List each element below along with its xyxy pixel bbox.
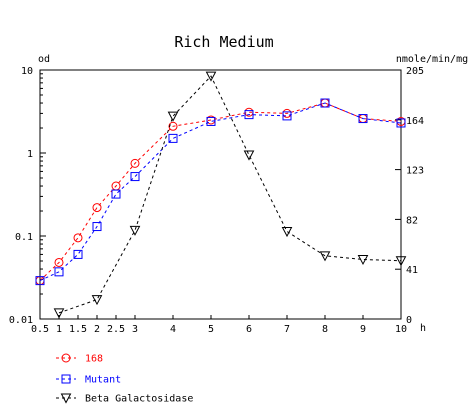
x-tick-label: 4	[170, 324, 176, 335]
legend-label: Beta Galactosidase	[85, 394, 193, 405]
data-point	[91, 295, 103, 306]
legend-label: 168	[85, 354, 103, 365]
legend-marker	[61, 374, 71, 384]
x-tick-label: 7	[284, 324, 290, 335]
data-point	[130, 172, 140, 182]
data-point	[244, 110, 254, 120]
x-tick-label: 1	[56, 324, 62, 335]
x-tick-label: 10	[395, 324, 407, 335]
data-point	[92, 222, 102, 232]
data-point	[53, 308, 65, 319]
data-point	[358, 114, 368, 124]
data-point	[205, 71, 217, 82]
legend-marker	[60, 393, 72, 404]
x-tick-label: 2.5	[107, 324, 125, 335]
data-point	[35, 276, 45, 286]
data-point	[54, 267, 64, 277]
data-point	[320, 98, 330, 108]
tick-layer: 0.5 1 1.5 2 2.5 3 4 5 6 7 8 9 100.010.11100418212316…	[9, 66, 424, 335]
y-tick-label: 1	[27, 149, 33, 160]
series-line	[39, 102, 402, 281]
x-tick-label: 5	[208, 324, 214, 335]
data-point	[281, 227, 293, 238]
data-point	[319, 251, 331, 262]
y2-tick-label: 0	[406, 315, 412, 326]
plot-frame	[39, 69, 402, 320]
data-point	[357, 254, 369, 266]
y2-axis-label: nmole/min/mg	[396, 54, 468, 65]
data-point	[129, 225, 141, 236]
series-1	[35, 98, 406, 286]
x-tick-label: 8	[322, 324, 328, 335]
data-point	[73, 233, 83, 243]
series-layer	[35, 71, 407, 319]
series-line	[58, 75, 402, 314]
series-2	[53, 71, 407, 319]
data-point	[206, 116, 216, 126]
y-tick-label: 10	[21, 66, 33, 77]
y2-tick-label: 205	[406, 66, 424, 77]
x-tick-label: 2	[94, 324, 100, 335]
data-point	[167, 111, 179, 122]
y-tick-label: 0.01	[9, 315, 33, 326]
data-point	[168, 133, 178, 143]
legend-marker	[61, 353, 71, 363]
y2-tick-label: 164	[406, 116, 424, 127]
y-tick-label: 0.1	[15, 232, 33, 243]
x-tick-label: 0.5	[31, 324, 49, 335]
data-point	[92, 203, 102, 213]
y2-tick-label: 82	[406, 215, 418, 226]
y2-tick-label: 41	[406, 265, 418, 276]
series-line	[39, 102, 402, 282]
y-axis-label: od	[38, 54, 50, 65]
legend: 168 Mutant Beta Galactosidase	[56, 353, 193, 405]
x-tick-label: 6	[246, 324, 252, 335]
data-point	[243, 150, 255, 161]
data-point	[111, 189, 121, 199]
data-point	[168, 121, 178, 131]
data-point	[395, 256, 407, 267]
x-axis-label: h	[420, 323, 426, 334]
y2-tick-label: 123	[406, 166, 424, 177]
x-tick-label: 9	[360, 324, 366, 335]
chart-title: Rich Medium	[174, 33, 273, 51]
legend-label: Mutant	[85, 375, 121, 386]
data-point	[130, 158, 140, 168]
x-tick-label: 1.5	[69, 324, 87, 335]
series-0	[35, 98, 406, 286]
data-point	[54, 257, 64, 267]
data-point	[73, 249, 83, 259]
data-point	[282, 111, 292, 121]
data-point	[396, 118, 406, 128]
x-tick-label: 3	[132, 324, 138, 335]
